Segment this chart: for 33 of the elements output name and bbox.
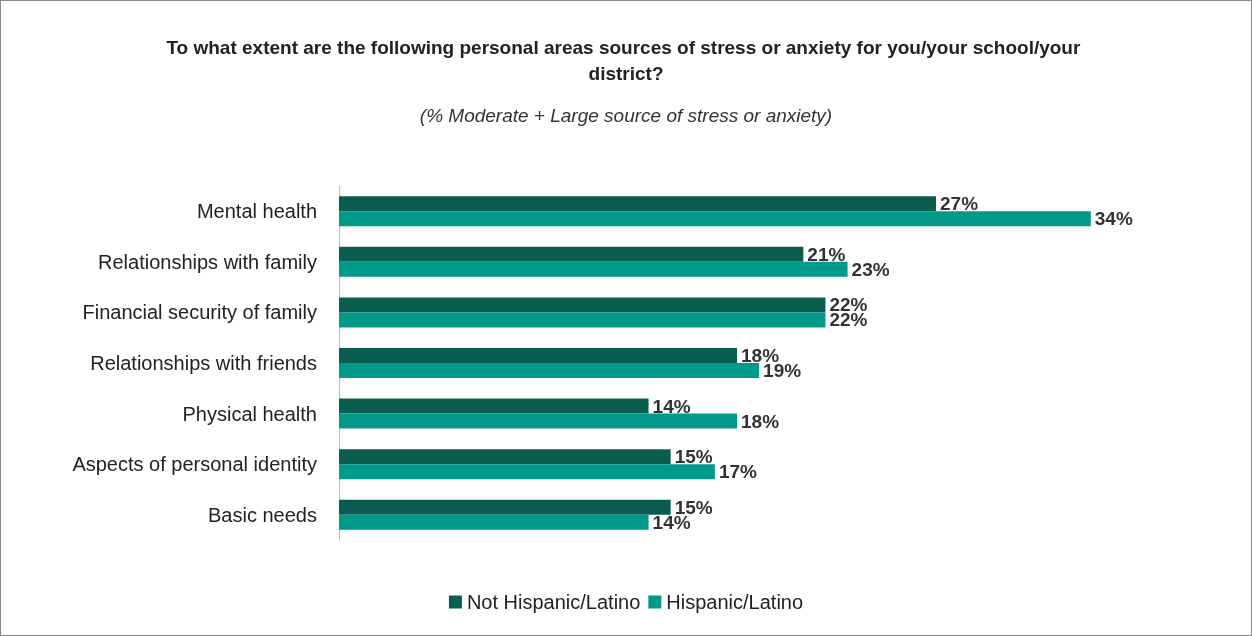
data-label: 14% [652, 395, 691, 417]
legend-label: Not Hispanic/Latino [466, 591, 641, 613]
bar [339, 449, 671, 465]
bar [339, 297, 826, 313]
y-tick-label: Financial security of family [82, 301, 317, 324]
bar [339, 246, 804, 262]
data-label: 23% [851, 258, 890, 280]
bar [339, 464, 715, 480]
bar [339, 211, 1091, 227]
bar [339, 261, 848, 277]
bar [339, 196, 937, 212]
bar [339, 312, 826, 328]
bar [339, 514, 649, 530]
chart-subtitle: (% Moderate + Large source of stress or anxiety) [419, 105, 833, 126]
bar [339, 413, 737, 429]
y-tick-label: Aspects of personal identity [72, 453, 317, 476]
y-tick-label: Relationships with family [98, 250, 317, 273]
y-tick-label: Relationships with friends [90, 352, 317, 374]
data-label: 15% [674, 446, 713, 468]
y-tick-label: Basic needs [208, 503, 317, 526]
y-tick-label: Mental health [196, 200, 317, 223]
bar [339, 398, 649, 414]
y-tick-label: Physical health [182, 402, 317, 425]
chart-title: To what extent are the following personal areas sources of stress or anxiety for you/your school/your district? [166, 36, 1086, 84]
data-label: 17% [718, 461, 758, 483]
bar [339, 363, 760, 378]
data-label: 18% [741, 410, 780, 432]
data-label: 27% [940, 193, 979, 215]
bar [339, 499, 671, 515]
data-label: 34% [1094, 208, 1133, 230]
legend-label: Hispanic/Latino [666, 591, 804, 613]
bar [339, 348, 737, 363]
data-label: 21% [807, 243, 846, 265]
